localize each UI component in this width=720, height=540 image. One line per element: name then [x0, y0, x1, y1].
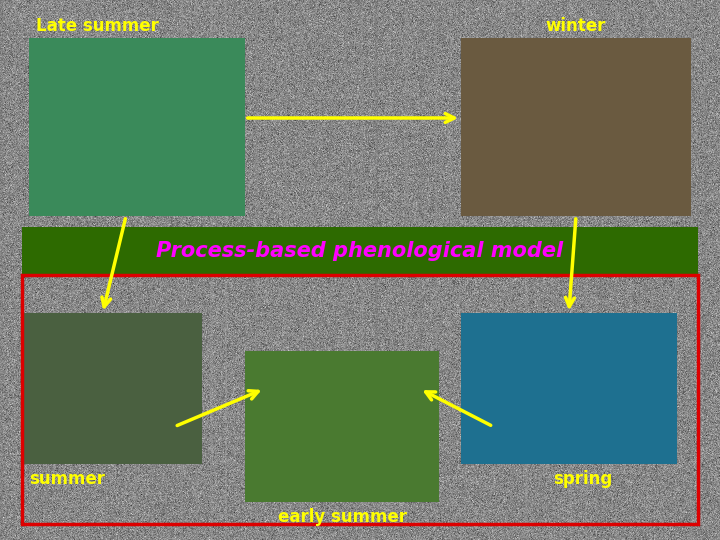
Text: winter: winter	[546, 17, 606, 35]
Bar	[461, 38, 691, 216]
Text: summer: summer	[29, 470, 105, 488]
Bar	[22, 227, 698, 275]
Text: Process-based phenological model: Process-based phenological model	[156, 241, 564, 261]
Bar	[245, 351, 439, 502]
Bar	[22, 313, 202, 464]
Text: Late summer: Late summer	[36, 17, 159, 35]
Text: spring: spring	[554, 470, 613, 488]
Bar	[461, 313, 677, 464]
Text: early summer: early summer	[277, 508, 407, 525]
Bar	[22, 275, 698, 524]
Bar	[29, 38, 245, 216]
